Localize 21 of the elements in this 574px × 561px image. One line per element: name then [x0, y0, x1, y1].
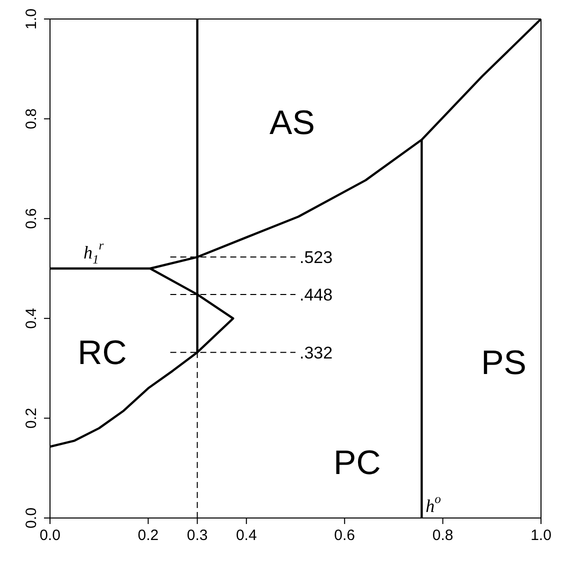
- x-tick-label: 0.3: [186, 527, 208, 544]
- y-tick-label: 0.0: [23, 508, 40, 528]
- annotation: RC: [78, 334, 127, 372]
- annotation: PC: [334, 444, 381, 482]
- x-tick-label: 0.4: [236, 527, 257, 544]
- x-tick-label: 0.2: [138, 527, 159, 544]
- y-tick-label: 1.0: [23, 8, 40, 30]
- annotation: PS: [481, 344, 526, 382]
- annotation: .448: [300, 285, 333, 304]
- x-tick-label: 0.0: [40, 527, 60, 544]
- annotation: .332: [300, 343, 333, 362]
- y-tick-label: 0.6: [23, 208, 40, 230]
- y-tick-label: 0.4: [23, 308, 40, 329]
- x-tick-label: 0.6: [334, 527, 356, 544]
- x-tick-label: 1.0: [530, 527, 552, 544]
- annotation: .523: [300, 248, 333, 267]
- x-tick-label: 0.8: [432, 527, 454, 544]
- y-tick-label: 0.2: [23, 408, 40, 429]
- annotation: AS: [270, 104, 315, 142]
- annotation: h$^{o}$: [426, 492, 441, 516]
- y-tick-label: 0.8: [23, 108, 40, 130]
